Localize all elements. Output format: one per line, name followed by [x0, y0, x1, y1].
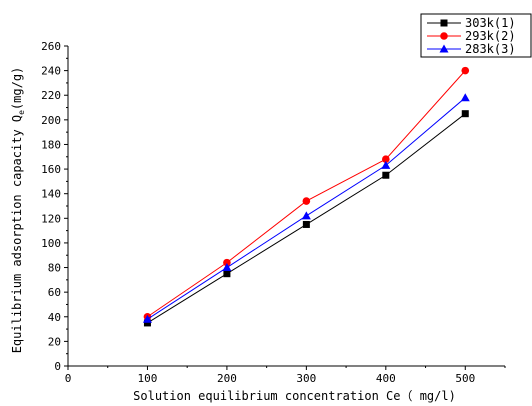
legend-entry: 303k(1)	[427, 16, 516, 30]
data-point	[302, 220, 310, 228]
series-1	[143, 110, 469, 327]
x-tick-label: 500	[455, 372, 475, 385]
y-tick-label: 180	[41, 138, 61, 151]
y-tick-label: 140	[41, 188, 61, 201]
data-point	[461, 110, 469, 118]
legend-label: 303k(1)	[465, 16, 516, 30]
y-tick-label: 220	[41, 89, 61, 102]
data-point	[143, 319, 151, 327]
y-axis-title-unit: (mg/g)	[10, 67, 24, 110]
y-tick-label: 20	[48, 335, 61, 348]
x-tick-label: 200	[217, 372, 237, 385]
ticks: 0 100 200 300 400 500 0 20 40 60 80 100 120 140 160 180…	[41, 40, 506, 385]
y-tick-label: 160	[41, 163, 61, 176]
data-point	[461, 66, 470, 75]
legend-marker	[440, 32, 448, 40]
y-tick-label: 100	[41, 237, 61, 250]
data-point	[460, 93, 470, 102]
data-point	[222, 263, 232, 272]
series-line	[147, 97, 466, 320]
x-tick-label: 300	[296, 372, 316, 385]
x-tick-label: 0	[65, 372, 72, 385]
y-tick-label: 60	[48, 286, 61, 299]
x-tick-label: 400	[376, 372, 396, 385]
data-point	[223, 258, 231, 267]
y-tick-label: 120	[41, 212, 61, 225]
data-point	[142, 314, 152, 323]
axes	[67, 46, 505, 367]
x-axis-title: Solution equilibrium concentration Ce（ m…	[133, 389, 456, 403]
series-line	[147, 70, 466, 318]
y-tick-label: 80	[48, 262, 61, 275]
legend-entry: 293k(2)	[427, 29, 516, 43]
legend-marker	[439, 44, 449, 53]
x-tick-label: 100	[138, 372, 158, 385]
legend-marker	[440, 19, 448, 27]
data-point	[302, 197, 311, 205]
data-point	[223, 270, 231, 278]
y-axis-title-main: Equilibrium adsorption capacity Q	[10, 115, 24, 353]
series-2	[143, 66, 470, 321]
data-point	[382, 171, 390, 179]
series	[142, 66, 470, 327]
y-axis-title: Equilibrium adsorption capacity Qe(mg/g)	[10, 67, 26, 354]
data-point	[381, 160, 391, 169]
data-point	[382, 155, 390, 164]
legend: 303k(1)293k(2)283k(3)	[420, 13, 532, 58]
legend-label: 283k(3)	[465, 42, 516, 56]
legend-entry: 283k(3)	[427, 42, 516, 56]
data-point	[301, 211, 311, 220]
legend-label: 293k(2)	[465, 29, 516, 43]
y-tick-label: 240	[41, 65, 61, 78]
series-3	[142, 93, 470, 323]
y-tick-label: 200	[41, 114, 61, 127]
y-tick-label: 0	[54, 360, 61, 373]
y-axis-title-subscript: e	[17, 110, 26, 115]
y-tick-label: 260	[41, 40, 61, 53]
y-tick-label: 40	[48, 311, 61, 324]
